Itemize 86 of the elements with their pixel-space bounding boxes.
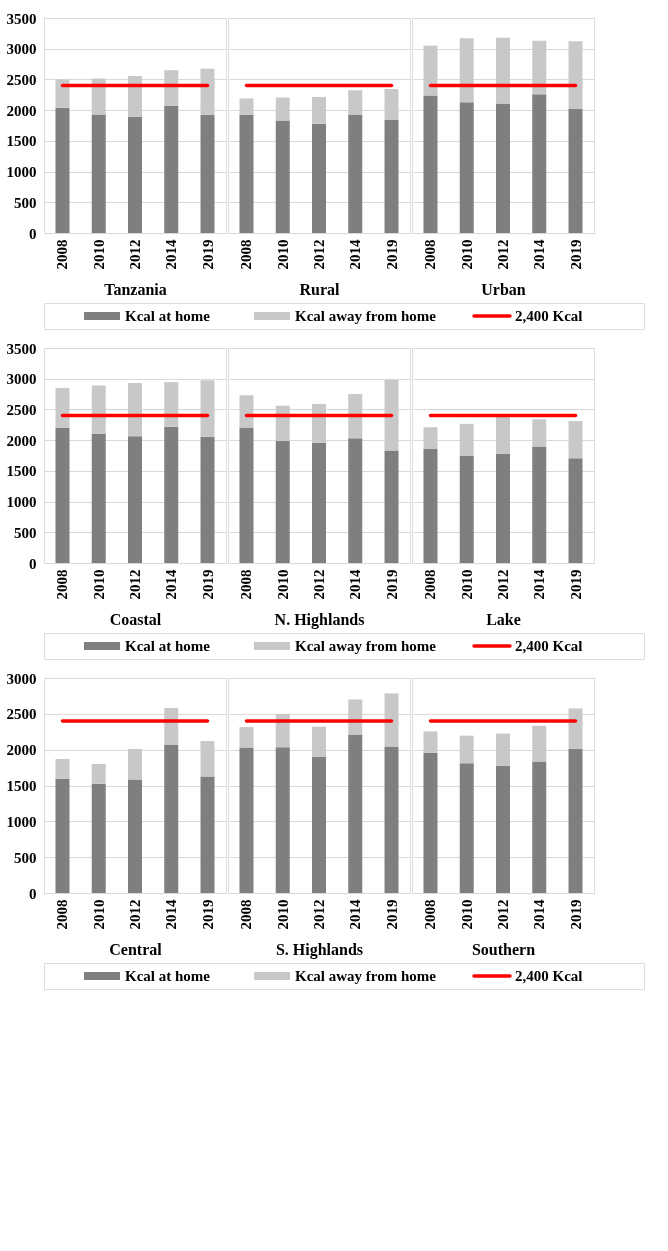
y-tick-label: 3500 [6,340,37,357]
x-tick-label: 2019 [567,239,584,270]
x-tick-label: 2008 [238,239,255,270]
y-tick-label: 500 [14,524,37,541]
x-tick-label: 2012 [311,239,327,270]
y-tick-label: 2000 [6,102,37,119]
legend-label: 2,400 Kcal [515,968,583,984]
y-tick-label: 2500 [6,706,37,723]
x-axis-title: Southern [471,940,536,958]
x-tick-label: 2010 [274,569,291,600]
x-tick-label: 2019 [383,569,400,600]
x-axis-title: Urban [481,280,526,298]
x-tick-label: 2008 [54,569,71,600]
x-tick-label: 2019 [199,899,216,930]
x-tick-label: 2019 [199,239,216,270]
x-tick-label: 2012 [127,899,143,930]
y-tick-label: 0 [29,225,37,242]
x-tick-label: 2012 [495,569,511,600]
y-tick-label: 1500 [6,778,37,794]
x-tick-label: 2019 [383,239,400,270]
x-axis-title: Rural [299,280,341,298]
x-tick-label: 2012 [311,899,327,930]
legend-label: Kcal at home [125,968,211,984]
x-tick-label: 2019 [199,569,216,600]
x-tick-label: 2014 [531,239,548,270]
x-tick-label: 2008 [54,239,71,270]
x-tick-label: 2012 [495,239,511,270]
legend-label: Kcal away from home [295,638,437,654]
y-tick-label: 1500 [6,463,37,480]
y-tick-label: 1000 [6,494,37,511]
y-tick-label: 2500 [6,401,37,418]
x-tick-label: 2012 [127,239,143,270]
x-tick-label: 2019 [383,899,400,930]
x-tick-label: 2008 [54,899,71,930]
x-tick-label: 2019 [567,569,584,600]
y-tick-label: 3500 [6,10,37,27]
x-tick-label: 2014 [347,569,364,600]
x-axis-title: Lake [486,610,521,628]
x-tick-label: 2012 [311,569,327,600]
x-tick-label: 2010 [274,239,291,270]
x-axis-title: Central [109,940,163,958]
legend-label: Kcal at home [125,638,211,654]
legend-label: Kcal away from home [295,308,437,324]
x-tick-label: 2008 [238,899,255,930]
x-tick-label: 2019 [567,899,584,930]
legend-label: Kcal at home [125,308,211,324]
y-tick-label: 2000 [6,742,37,759]
y-tick-label: 1500 [6,133,37,150]
x-axis-title: N. Highlands [274,610,365,629]
x-tick-label: 2014 [163,239,180,270]
x-tick-label: 2010 [90,239,107,270]
y-tick-label: 1000 [6,164,37,181]
legend-label: 2,400 Kcal [515,638,583,654]
x-axis-title: S. Highlands [275,940,364,959]
y-tick-label: 2500 [6,71,37,88]
y-tick-label: 1000 [6,813,37,830]
x-tick-label: 2014 [531,899,548,930]
y-tick-label: 500 [14,194,37,211]
legend-label: Kcal away from home [295,968,437,984]
y-tick-label: 0 [29,555,37,572]
y-tick-label: 3000 [6,41,37,58]
x-tick-label: 2014 [347,239,364,270]
x-tick-label: 2012 [495,899,511,930]
y-tick-label: 0 [29,885,37,902]
x-tick-label: 2014 [347,899,364,930]
x-axis-title: Coastal [109,610,162,628]
legend-label: 2,400 Kcal [515,308,583,324]
x-tick-label: 2010 [90,569,107,600]
x-tick-label: 2010 [458,899,475,930]
x-tick-label: 2010 [458,239,475,270]
y-tick-label: 3000 [6,371,37,388]
x-tick-label: 2014 [163,569,180,600]
x-tick-label: 2012 [127,569,143,600]
x-tick-label: 2014 [531,569,548,600]
y-tick-label: 3000 [6,670,37,687]
x-tick-label: 2008 [238,569,255,600]
x-tick-label: 2008 [422,569,439,600]
y-tick-label: 500 [14,849,37,866]
x-tick-label: 2010 [274,899,291,930]
x-axis-title: Tanzania [104,280,167,298]
y-tick-label: 2000 [6,432,37,449]
x-tick-label: 2010 [458,569,475,600]
x-tick-label: 2008 [422,239,439,270]
x-tick-label: 2008 [422,899,439,930]
x-tick-label: 2014 [163,899,180,930]
x-tick-label: 2010 [90,899,107,930]
